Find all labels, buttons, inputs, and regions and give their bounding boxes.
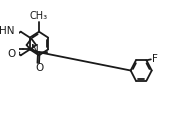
Text: CH₃: CH₃ [30,11,48,21]
Text: F: F [152,54,158,64]
Text: N: N [31,44,39,54]
Text: O: O [8,49,16,59]
Text: HN: HN [0,26,15,36]
Text: O: O [35,63,43,73]
